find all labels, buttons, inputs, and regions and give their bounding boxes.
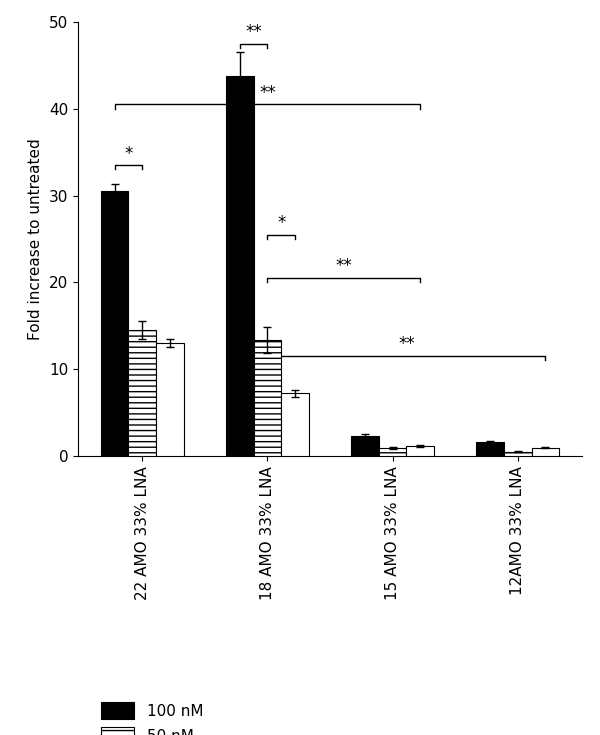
Text: *: * — [124, 145, 133, 162]
Text: **: ** — [245, 23, 262, 41]
Bar — [504, 452, 532, 456]
Bar — [476, 442, 504, 456]
Bar — [406, 446, 434, 456]
Bar — [281, 393, 309, 456]
Text: *: * — [277, 214, 286, 232]
Bar — [532, 448, 559, 456]
Text: **: ** — [398, 335, 415, 354]
Bar — [226, 76, 254, 456]
Bar — [254, 340, 281, 456]
Y-axis label: Fold increase to untreated: Fold increase to untreated — [28, 138, 43, 340]
Legend: 100 nM, 50 nM, 25 nM: 100 nM, 50 nM, 25 nM — [101, 702, 203, 735]
Bar — [156, 343, 184, 456]
Bar — [351, 436, 379, 456]
Bar — [101, 191, 128, 456]
Text: **: ** — [335, 257, 352, 276]
Text: **: ** — [259, 84, 276, 102]
Bar — [379, 448, 406, 456]
Bar — [128, 330, 156, 456]
